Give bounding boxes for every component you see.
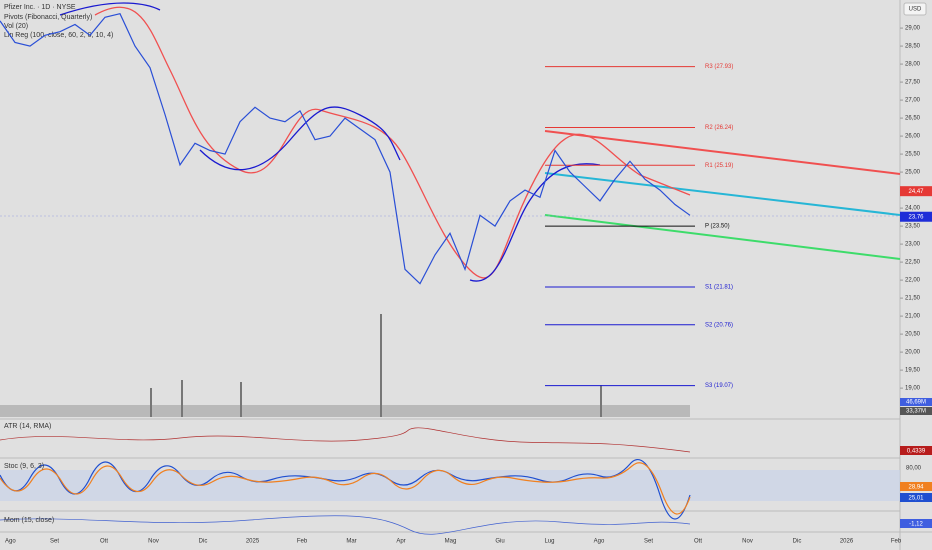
x-tick-label: 2025 [246,539,260,545]
volume-spike [600,385,602,417]
volume [0,314,690,417]
channel-lower [544,214,901,260]
x-tick-label: Ago [594,539,605,545]
y-tick-label: 29,00 [905,26,921,32]
currency[interactable]: USD [909,7,922,13]
stoch-tag: 28,94 [908,485,924,491]
mom-tag-box [900,519,932,528]
moving-average-red [94,6,691,279]
currency-box[interactable] [903,2,927,16]
price-line [0,13,691,285]
x-tick-label: Giu [495,539,504,545]
y-tick-label: 26,00 [905,134,921,140]
volume-spike [240,382,242,417]
y-tick-label: 22,50 [905,260,921,266]
volume-tag: 33,37M [906,409,926,415]
y-tick-label: 25,50 [905,152,921,158]
stoch-d [0,462,691,515]
channel-mid [544,172,901,216]
y-tick-label: 19,00 [905,386,921,392]
pivot-label: P (23.50) [705,224,730,230]
atr-title: ATR (14, RMA) [4,423,51,430]
x-tick-label: 2026 [840,539,854,545]
pivot-label: S2 (20.76) [705,322,733,328]
atr-tag-box [900,446,932,455]
volume-spike [380,314,382,417]
price-tag-box [900,211,932,222]
x-tick-label: Set [50,539,59,545]
x-tick-label: Set [644,539,653,545]
pivot-label: R1 (25.19) [705,163,733,169]
stoch-tag-box [900,493,932,502]
atr-line [0,427,691,453]
y-tick-label: 23,50 [905,224,921,230]
stoch-title: Stoc (9, 6, 3) [4,463,44,470]
stoch-tag: 25,01 [908,496,924,502]
stoch-level: 80,00 [906,466,922,472]
mom-tag: -1,12 [909,522,923,528]
x-tick-label: Feb [297,539,308,545]
y-tick-label: 20,50 [905,332,921,338]
x-tick-label: Ago [5,539,16,545]
volume-spike [181,380,183,417]
y-tick-label: 28,00 [905,62,921,68]
x-tick-label: Apr [396,539,405,545]
price-tag: 24,47 [908,189,924,195]
pivot-label: S3 (19.07) [705,383,733,389]
x-tick-label: Nov [148,539,159,545]
y-tick-label: 20,00 [905,350,921,356]
price-tag-box [900,186,932,197]
y-tick-label: 22,00 [905,278,921,284]
y-tick-label: 27,50 [905,80,921,86]
volume-tag-box [900,407,932,415]
volume-tag-box [900,398,932,406]
x-tick-label: Feb [891,539,902,545]
atr-tag: 0,4339 [907,449,926,455]
y-tick-label: 21,50 [905,296,921,302]
x-tick-label: Nov [742,539,753,545]
y-tick-label: 19,50 [905,368,921,374]
channel-upper [544,130,901,175]
y-tick-label: 24,00 [905,206,921,212]
x-tick-label: Dic [199,539,208,545]
y-tick-label: 23,00 [905,242,921,248]
x-tick-label: Ott [694,539,702,545]
pivot-label: S1 (21.81) [705,285,733,291]
y-tick-label: 27,00 [905,98,921,104]
x-tick-label: Mag [445,539,457,545]
stoch-tag-box [900,482,932,491]
momentum-line [0,515,691,535]
x-tick-label: Lug [544,539,554,545]
y-tick-label: 28,50 [905,44,921,50]
moving-average-blue [59,2,401,171]
pivot-label: R3 (27.93) [705,64,733,70]
price-tag: 23,76 [908,214,924,220]
indicator-label: Lin Reg (100, close, 60, 2, 0, 10, 4) [4,32,113,39]
y-tick-label: 21,00 [905,314,921,320]
volume-tag: 46,69M [906,400,926,406]
x-tick-label: Mar [346,539,356,545]
volume-spike [150,388,152,417]
y-tick-label: 26,50 [905,116,921,122]
y-tick-label: 25,00 [905,170,921,176]
mom-title: Mom (15, close) [4,517,54,524]
x-tick-label: Dic [793,539,802,545]
chart-title: Pfizer Inc. · 1D · NYSE [4,4,76,11]
volume-area [0,405,690,417]
pivot-label: R2 (26.24) [705,125,733,131]
x-tick-label: Ott [100,539,108,545]
indicator-label: Pivots (Fibonacci, Quarterly) [4,14,92,21]
indicator-label: Vol (20) [4,23,28,30]
